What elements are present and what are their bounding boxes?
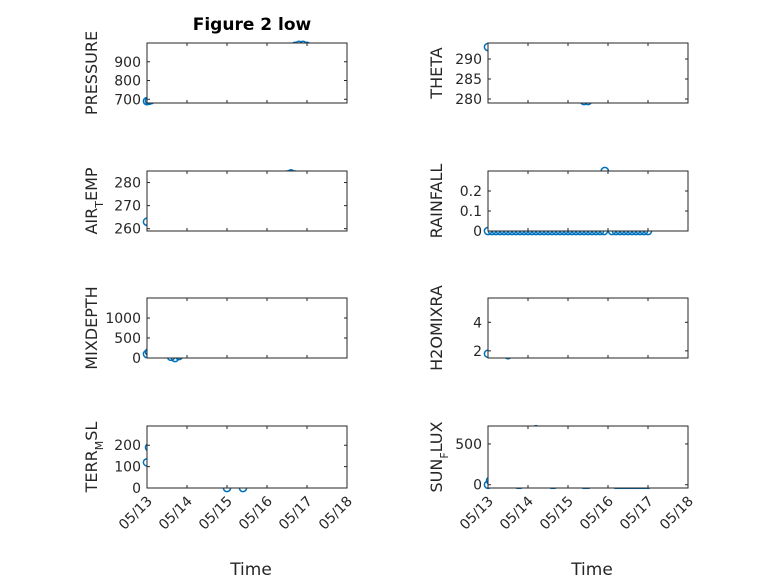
y-axis-label: THETA <box>427 47 446 99</box>
figure-title: Figure 2 low <box>193 15 312 35</box>
axes-frame <box>487 42 689 104</box>
y-axis-label: SUNFLUX <box>427 421 451 492</box>
y-tick-label: 800 <box>114 74 141 90</box>
y-tick-label: 0 <box>473 478 482 494</box>
y-axis-label-rest: LUX <box>427 421 446 452</box>
y-tick-label: 290 <box>455 52 482 68</box>
y-tick-label: 4 <box>473 315 482 331</box>
axes-frame <box>487 170 689 232</box>
y-axis-label: PRESSURE <box>82 31 101 115</box>
y-tick-label: 0.1 <box>460 204 482 220</box>
y-tick-label: 500 <box>114 331 141 347</box>
subplot-air_temp: 260 270 280 AIRTEMP <box>82 167 348 238</box>
y-axis-label-main: TERR <box>82 450 101 493</box>
subplot-theta: 280 285 290 THETA <box>427 42 689 108</box>
y-tick-label: 0 <box>132 351 141 367</box>
subplot-h2omixra: 2 4 H2OMIXRA <box>427 285 689 371</box>
axes-frame <box>146 170 348 232</box>
y-axis-label: AIRTEMP <box>82 167 106 234</box>
axes-frame <box>487 297 689 359</box>
axes-frame <box>146 42 348 104</box>
y-tick-label: 500 <box>455 437 482 453</box>
axes-frame <box>146 425 348 489</box>
y-tick-label: 200 <box>114 438 141 454</box>
y-tick-label: 0 <box>473 224 482 240</box>
y-tick-label: 280 <box>455 92 482 108</box>
y-axis-label-rest: EMP <box>82 167 101 201</box>
y-axis-label-subscript: F <box>438 452 451 458</box>
y-axis-label: H2OMIXRA <box>427 285 446 371</box>
subplot-pressure: 700 800 900 PRESSURE <box>82 31 348 115</box>
y-tick-label: 900 <box>114 55 141 71</box>
axes-frame <box>146 297 348 359</box>
y-axis-label-rest: SL <box>82 422 101 441</box>
y-tick-label: 280 <box>114 176 141 192</box>
y-axis-label: MIXDEPTH <box>82 286 101 369</box>
y-axis-label: TERRMSL <box>82 422 106 494</box>
x-axis-label: Time <box>570 560 613 580</box>
axes-frame <box>487 425 689 489</box>
y-axis-label: RAINFALL <box>427 164 446 239</box>
y-tick-label: 700 <box>114 92 141 108</box>
x-axis-label: Time <box>229 560 272 580</box>
y-axis-label-main: SUN <box>427 459 446 493</box>
y-tick-label: 2 <box>473 344 482 360</box>
y-tick-label: 285 <box>455 72 482 88</box>
y-tick-label: 100 <box>114 460 141 476</box>
y-tick-label: 270 <box>114 199 141 215</box>
y-tick-label: 1000 <box>105 311 141 327</box>
subplot-rainfall: 0 0.1 0.2 RAINFALL <box>427 164 689 240</box>
y-axis-label-subscript: T <box>93 201 106 209</box>
y-axis-label-subscript: M <box>93 441 106 451</box>
y-tick-label: 0.2 <box>460 184 482 200</box>
y-axis-label-main: AIR <box>82 208 101 235</box>
y-tick-label: 0 <box>132 481 141 497</box>
y-tick-label: 260 <box>114 222 141 238</box>
